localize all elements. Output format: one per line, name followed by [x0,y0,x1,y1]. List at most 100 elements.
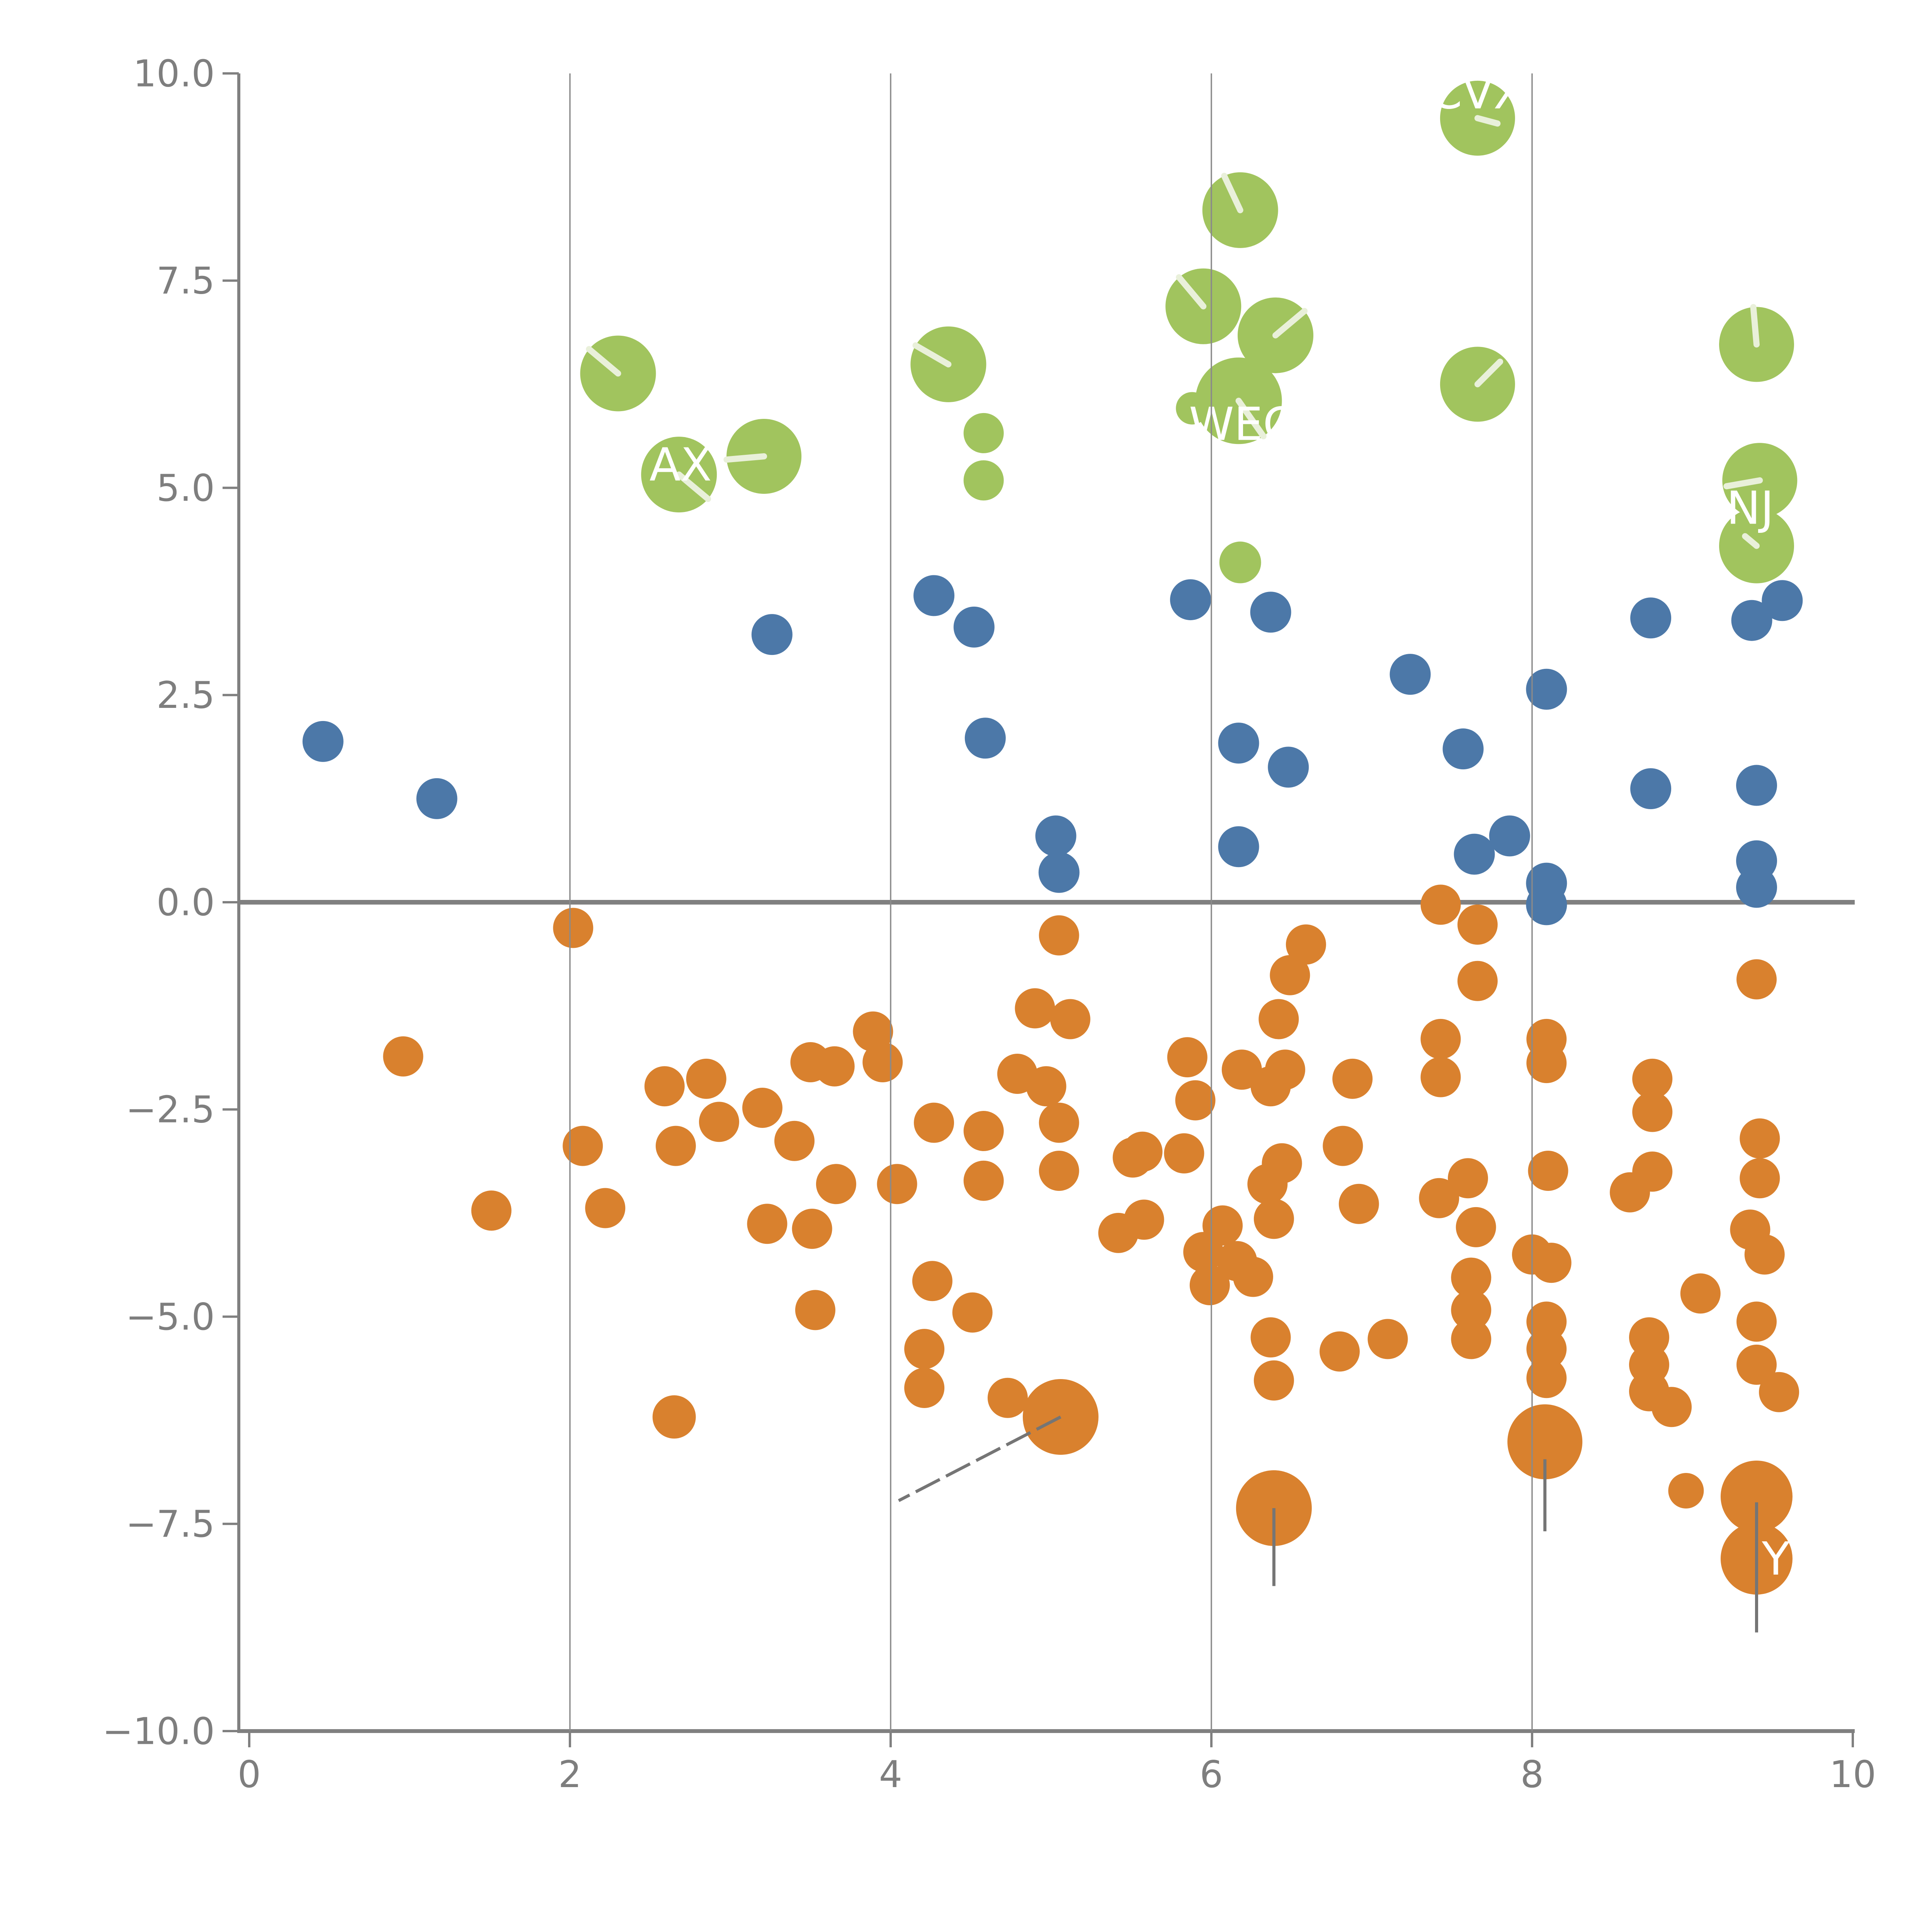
data-point-orange [1528,1150,1568,1191]
data-point-orange [1420,1019,1461,1059]
data-point-orange [1253,1199,1294,1239]
data-point-orange [644,1066,685,1107]
data-point-orange [1526,1358,1567,1398]
data-point-orange [1262,1143,1302,1184]
data-point-orange [1183,1232,1224,1272]
data-point-blue [1526,884,1567,925]
data-point-orange [963,1160,1004,1201]
data-point-orange [563,1126,603,1166]
data-point-orange [1721,1460,1793,1532]
bubble-radius-tick [586,346,621,377]
y-tick-label: −10.0 [102,1710,215,1753]
data-point-blue [913,575,955,616]
data-point-orange [1632,1058,1673,1099]
data-point-orange [1112,1137,1153,1178]
data-point-orange [1632,1151,1673,1192]
data-point-orange [862,1042,903,1082]
data-point-orange [1338,1184,1379,1224]
data-point-blue [302,721,344,762]
data-point-orange [1367,1319,1408,1359]
data-point-orange [912,1261,952,1301]
data-point-orange [1026,1066,1066,1107]
data-point-orange [987,1378,1028,1418]
data-point-blue [1442,728,1484,770]
data-point-orange [963,1111,1004,1151]
data-point-blue [1038,852,1080,893]
data-point-blue [751,614,793,655]
data-point-orange [1175,1080,1216,1121]
data-point-orange [1507,1404,1583,1480]
x-tick-label: 4 [879,1753,902,1796]
data-point-orange [1451,1257,1492,1298]
data-point-orange [1736,959,1777,1000]
data-point-orange [952,1292,993,1333]
bubble-label-cvx: CVX [1430,66,1525,119]
pin-line [898,1415,1061,1502]
y-tick-label: −5.0 [126,1296,215,1338]
data-point-orange [792,1209,832,1249]
y-tick-label: −7.5 [126,1503,215,1546]
y-tick-label: 10.0 [133,53,215,95]
bubble-label-ax: AX [650,438,712,492]
data-point-orange [1164,1133,1204,1173]
bubble-radius-tick [1742,533,1760,549]
data-point-orange [1451,1290,1492,1330]
data-point-orange [814,1046,855,1087]
data-point-orange [1265,1049,1305,1090]
data-point-orange [1420,884,1461,925]
data-point-orange [1039,1150,1079,1191]
data-point-orange [1250,1317,1291,1358]
data-point-orange [1420,1057,1461,1097]
data-point-green [963,460,1004,501]
bubble-radius-tick [676,471,711,502]
data-point-blue [953,606,995,648]
data-point-blue [1218,826,1259,867]
data-point-green [963,413,1004,453]
data-point-orange [1744,1234,1785,1275]
data-point-orange [1526,1043,1567,1083]
x-tick-label: 8 [1520,1753,1544,1796]
data-point-orange [1323,1126,1363,1166]
data-point-blue [964,718,1006,759]
bubble-radius-tick [723,453,767,463]
data-point-blue [1170,579,1211,621]
data-point-orange [699,1102,739,1142]
data-point-orange [1259,999,1299,1039]
data-point-blue [1489,815,1530,857]
data-point-orange [853,1011,893,1052]
data-point-orange [1050,999,1090,1039]
data-point-orange [1448,1158,1488,1199]
x-tick-label: 0 [238,1753,261,1796]
bubble-label-y: Y [1762,1532,1790,1585]
y-tick-label: 7.5 [156,260,215,303]
data-point-blue [1035,815,1077,857]
data-point-blue [1630,597,1672,639]
data-point-orange [1320,1331,1360,1372]
data-point-blue [1218,723,1259,764]
y-tick-label: 2.5 [156,674,215,717]
data-point-green [1176,392,1209,425]
data-point-orange [1332,1058,1373,1099]
data-point-orange [1456,1207,1496,1247]
data-point-orange [471,1190,512,1231]
bubble-label-nj: NJ [1726,481,1774,534]
data-point-blue [1762,580,1803,621]
data-point-blue [1736,765,1777,806]
data-point-orange [774,1121,815,1161]
data-point-blue [1454,833,1495,875]
data-point-orange [1233,1257,1273,1297]
data-point-orange [742,1087,782,1128]
data-point-orange [1286,924,1326,965]
data-point-orange [795,1290,835,1330]
bubble-radius-tick [1176,274,1207,310]
data-point-orange [1039,1102,1079,1143]
data-point-blue [1736,867,1777,908]
data-point-blue [1389,654,1431,695]
data-point-orange [1668,1473,1704,1509]
data-point-orange [1015,988,1055,1029]
bubble-radius-tick [1474,115,1501,127]
data-point-orange [1270,955,1310,995]
data-point-orange [1039,915,1079,956]
data-point-orange [1253,1360,1294,1401]
data-point-orange [553,908,594,948]
